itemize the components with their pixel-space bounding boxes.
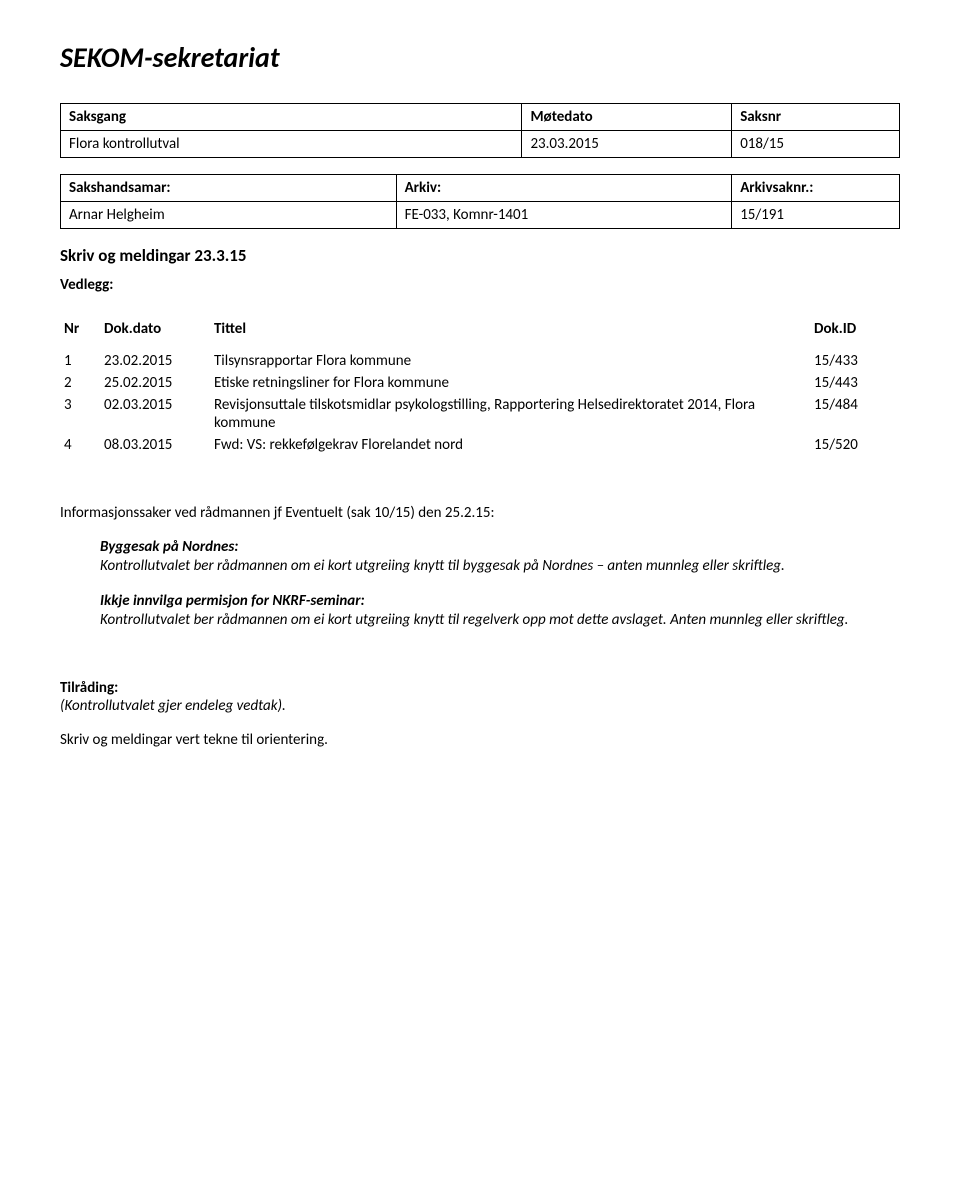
- table2-r0c1: Arkiv:: [396, 175, 732, 202]
- nr-r1c3: 15/443: [810, 372, 900, 394]
- nr-r1c0: 2: [60, 372, 100, 394]
- table-row: 2 25.02.2015 Etiske retningsliner for Fl…: [60, 372, 900, 394]
- nr-r3c2: Fwd: VS: rekkefølgekrav Florelandet nord: [210, 434, 810, 456]
- saksgang-table: Saksgang Møtedato Saksnr Flora kontrollu…: [60, 103, 900, 158]
- nr-h0: Nr: [60, 318, 100, 340]
- table2-r0c2: Arkivsaknr.:: [732, 175, 900, 202]
- nr-r2c1: 02.03.2015: [100, 394, 210, 434]
- info-block-1-title: Ikkje innvilga permisjon for NKRF-semina…: [100, 592, 900, 610]
- document-title: SEKOM-sekretariat: [60, 40, 900, 75]
- nr-r2c2: Revisjonsuttale tilskotsmidlar psykologs…: [210, 394, 810, 434]
- nr-h1: Dok.dato: [100, 318, 210, 340]
- table1-r0c0: Flora kontrollutval: [61, 131, 522, 158]
- tilrading-final: Skriv og meldingar vert tekne til orient…: [60, 731, 900, 749]
- nr-r0c3: 15/433: [810, 350, 900, 372]
- info-block-0-body: Kontrollutvalet ber rådmannen om ei kort…: [100, 556, 900, 576]
- table2-r1c1: FE-033, Komnr-1401: [396, 202, 732, 229]
- table1-r0c2: 018/15: [732, 131, 900, 158]
- info-block-1: Ikkje innvilga permisjon for NKRF-semina…: [100, 592, 900, 630]
- nr-r2c3: 15/484: [810, 394, 900, 434]
- table1-h2: Saksnr: [732, 104, 900, 131]
- vedlegg-label: Vedlegg:: [60, 276, 900, 294]
- table2-r0c0: Sakshandsamar:: [61, 175, 397, 202]
- vedlegg-table: Nr Dok.dato Tittel Dok.ID 1 23.02.2015 T…: [60, 318, 900, 456]
- sakshandsamar-table: Sakshandsamar: Arkiv: Arkivsaknr.: Arnar…: [60, 174, 900, 229]
- table2-r1c2: 15/191: [732, 202, 900, 229]
- info-block-1-body: Kontrollutvalet ber rådmannen om ei kort…: [100, 610, 900, 630]
- info-block-0: Byggesak på Nordnes: Kontrollutvalet ber…: [100, 538, 900, 576]
- table-row: 3 02.03.2015 Revisjonsuttale tilskotsmid…: [60, 394, 900, 434]
- table1-h1: Møtedato: [522, 104, 732, 131]
- info-heading: Informasjonssaker ved rådmannen jf Event…: [60, 504, 900, 522]
- table-row: 1 23.02.2015 Tilsynsrapportar Flora komm…: [60, 350, 900, 372]
- info-block-0-title: Byggesak på Nordnes:: [100, 538, 900, 556]
- table1-h0: Saksgang: [61, 104, 522, 131]
- nr-r3c3: 15/520: [810, 434, 900, 456]
- nr-r1c1: 25.02.2015: [100, 372, 210, 394]
- nr-r3c1: 08.03.2015: [100, 434, 210, 456]
- nr-h2: Tittel: [210, 318, 810, 340]
- tilrading-label: Tilråding:: [60, 679, 900, 697]
- nr-r0c1: 23.02.2015: [100, 350, 210, 372]
- nr-r0c2: Tilsynsrapportar Flora kommune: [210, 350, 810, 372]
- table2-r1c0: Arnar Helgheim: [61, 202, 397, 229]
- section-title: Skriv og meldingar 23.3.15: [60, 245, 900, 266]
- nr-r0c0: 1: [60, 350, 100, 372]
- nr-r3c0: 4: [60, 434, 100, 456]
- table-row: 4 08.03.2015 Fwd: VS: rekkefølgekrav Flo…: [60, 434, 900, 456]
- nr-r1c2: Etiske retningsliner for Flora kommune: [210, 372, 810, 394]
- tilrading-sub: (Kontrollutvalet gjer endeleg vedtak).: [60, 697, 900, 715]
- nr-h3: Dok.ID: [810, 318, 900, 340]
- table1-r0c1: 23.03.2015: [522, 131, 732, 158]
- nr-r2c0: 3: [60, 394, 100, 434]
